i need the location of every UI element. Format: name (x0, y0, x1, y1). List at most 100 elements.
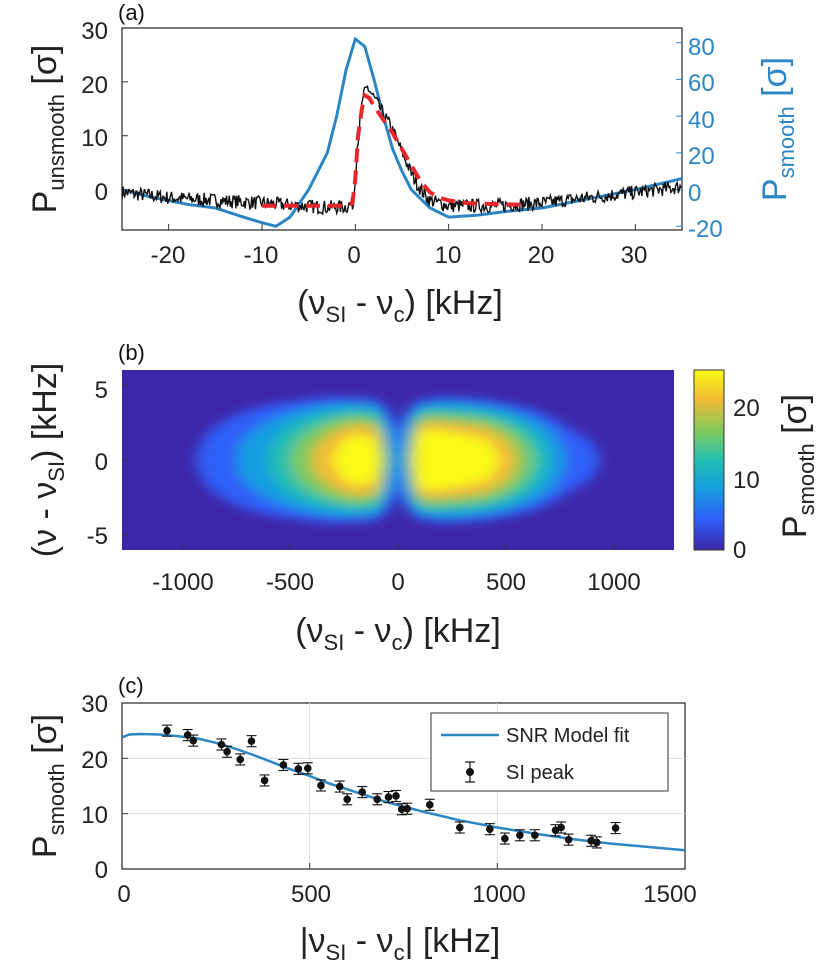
si-peak-point (246, 735, 257, 748)
b-ytick: 5 (95, 377, 108, 404)
si-peak-marker (373, 795, 382, 804)
panel-b-ticks (122, 384, 615, 550)
c-ytick: 20 (81, 747, 108, 774)
si-peak-marker (317, 781, 325, 790)
b-xtick: 0 (391, 569, 404, 596)
si-peak-point (293, 762, 304, 775)
si-peak-point (342, 793, 353, 806)
legend: SNR Model fit SI peak (430, 712, 669, 792)
si-peak-point (383, 790, 394, 804)
heatmap-layers (122, 397, 674, 523)
a-ytick-right: 40 (688, 107, 715, 134)
si-peak-marker (564, 835, 573, 844)
a-xtick: -10 (244, 242, 279, 269)
si-peak-marker (456, 823, 464, 832)
heatmap-level (122, 402, 674, 518)
si-peak-point (188, 734, 199, 747)
si-peak-marker (403, 804, 412, 813)
colorbar-tick: 10 (733, 467, 760, 494)
a-xtick: 20 (528, 242, 555, 269)
si-peak-marker (236, 755, 245, 764)
c-xtick: 1500 (643, 881, 696, 908)
si-peak-marker (392, 792, 400, 800)
a-ytick-right: 0 (688, 180, 701, 207)
b-xtick: 1000 (587, 569, 640, 596)
panel-c-xlabel: |νSI - νc| [kHz] (300, 922, 501, 965)
si-peak-marker (247, 737, 256, 745)
si-peak-marker (397, 805, 406, 814)
a-ytick-right: 80 (688, 34, 715, 61)
si-peak-point (334, 780, 345, 793)
si-peak-marker (279, 761, 288, 769)
si-peak-point (529, 829, 540, 842)
panel-c: (c) SNR Model fit SI peak 30 20 10 0 0 5… (26, 673, 697, 965)
si-peak-point (484, 823, 495, 836)
b-xtick: 500 (486, 569, 526, 596)
panel-a-xlabel: (νSI - νc) [kHz] (297, 284, 503, 327)
c-ytick: 30 (81, 691, 108, 718)
si-peak-point (222, 745, 233, 758)
c-xtick: 0 (117, 881, 130, 908)
si-peak-point (454, 821, 465, 834)
series-si-peak (162, 724, 621, 849)
heatmap-level (122, 408, 674, 512)
si-peak-marker (531, 831, 539, 840)
panel-b: (b) 0 10 20 Psmooth [σ] 5 0 -5 -1000 -50… (26, 340, 819, 655)
a-ytick-left: 30 (81, 18, 108, 45)
si-peak-marker (217, 740, 226, 749)
si-peak-marker (516, 831, 524, 840)
si-peak-point (302, 762, 313, 775)
series-p-smooth (122, 36, 682, 228)
si-peak-marker (335, 782, 344, 791)
si-peak-point (424, 798, 435, 811)
colorbar-label: Psmooth [σ] (776, 394, 819, 538)
si-peak-marker (557, 823, 565, 832)
panel-b-ylabel: (ν - νSI) [kHz] (26, 363, 69, 558)
si-peak-marker (189, 736, 198, 745)
si-peak-point (591, 836, 602, 849)
si-peak-point (556, 821, 567, 834)
si-peak-marker (223, 747, 231, 756)
si-peak-marker (358, 788, 367, 796)
b-ytick: -5 (87, 523, 108, 550)
si-peak-marker (294, 765, 303, 773)
si-peak-point (259, 774, 270, 787)
si-peak-point (563, 833, 574, 846)
si-peak-marker (592, 838, 601, 847)
legend-peak-marker (466, 768, 474, 776)
a-xtick: 30 (621, 242, 648, 269)
si-peak-point (315, 779, 326, 792)
series-snr-model-fit (122, 732, 685, 852)
a-ytick-right: 60 (688, 70, 715, 97)
si-peak-point (390, 789, 401, 803)
si-peak-point (162, 724, 173, 737)
panel-a-label: (a) (118, 0, 145, 25)
c-ytick: 0 (95, 857, 108, 884)
si-peak-point (357, 786, 368, 799)
si-peak-point (182, 729, 193, 742)
si-peak-marker (384, 793, 393, 801)
panel-a: (a) 30 20 10 0 80 60 40 20 0 -20 -20 -10… (26, 0, 799, 327)
panel-a-ylabel-right: Psmooth [σ] (756, 57, 799, 201)
series-model-fit (262, 92, 524, 208)
si-peak-marker (303, 764, 312, 773)
si-peak-point (514, 829, 525, 842)
colorbar-tick: 0 (733, 537, 746, 564)
colorbar (693, 369, 725, 551)
a-xtick: 0 (347, 242, 360, 269)
si-peak-point (610, 821, 621, 835)
si-peak-point (499, 832, 510, 845)
si-peak-marker (551, 826, 560, 835)
a-ytick-right: 20 (688, 143, 715, 170)
colorbar-tick: 20 (733, 395, 760, 422)
si-peak-point (372, 793, 383, 806)
b-ytick: 0 (95, 449, 108, 476)
si-peak-marker (183, 731, 192, 739)
a-ytick-right: -20 (688, 216, 723, 243)
a-ytick-left: 10 (81, 125, 108, 152)
si-peak-marker (343, 795, 352, 804)
si-peak-marker (425, 801, 434, 809)
si-peak-marker (260, 776, 269, 785)
panel-c-label: (c) (118, 673, 144, 698)
